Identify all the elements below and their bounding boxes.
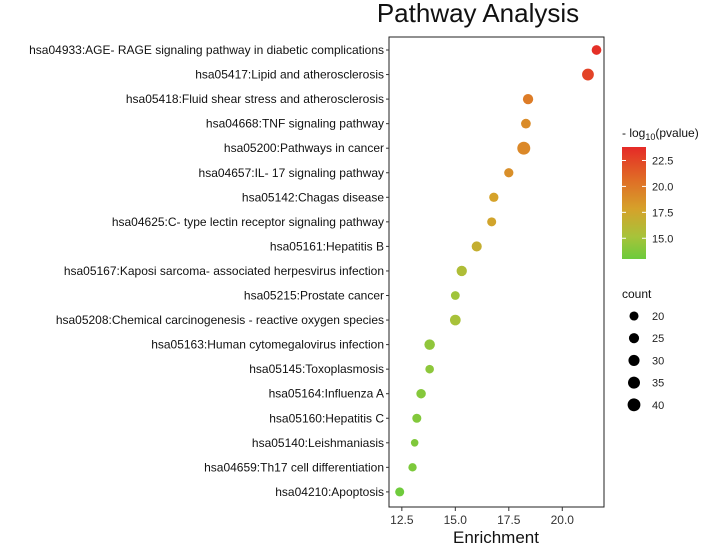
data-point	[416, 388, 426, 399]
x-tick-label: 12.5	[390, 513, 414, 527]
chart-title: Pathway Analysis	[377, 0, 579, 28]
data-point	[591, 45, 602, 55]
color-legend-bar	[622, 147, 646, 259]
size-legend-label: 30	[652, 355, 664, 367]
data-point	[450, 291, 460, 300]
data-point	[395, 487, 405, 497]
size-legend: count 20 25 30 35 40	[622, 287, 664, 412]
pathway-label: hsa05215:Prostate cancer	[244, 289, 384, 303]
data-point	[471, 241, 482, 252]
size-legend-label: 40	[652, 400, 664, 412]
size-legend-dot	[628, 376, 640, 389]
color-legend-label: 15.0	[652, 233, 673, 245]
data-point	[487, 217, 497, 227]
size-legend-dot	[627, 398, 641, 412]
data-point	[410, 439, 419, 447]
size-legend-label: 20	[652, 311, 664, 323]
data-point	[424, 339, 435, 350]
pathway-label: hsa05140:Leishmaniasis	[252, 436, 384, 450]
pathway-label: hsa04668:TNF signaling pathway	[206, 117, 384, 131]
data-point	[517, 141, 531, 155]
y-axis-labels: hsa04933:AGE- RAGE signaling pathway in …	[29, 43, 384, 499]
pathway-label: hsa04659:Th17 cell differentiation	[204, 460, 384, 474]
color-legend-label: 17.5	[652, 207, 673, 219]
color-legend-label: 20.0	[652, 181, 673, 193]
data-points	[395, 45, 602, 497]
pathway-label: hsa05208:Chemical carcinogenesis - react…	[56, 313, 384, 327]
pathway-label: hsa05160:Hepatitis C	[269, 411, 384, 425]
size-legend-dot	[628, 354, 640, 366]
pathway-label: hsa04933:AGE- RAGE signaling pathway in …	[29, 43, 384, 57]
x-tick-label: 17.5	[497, 513, 521, 527]
size-legend-title: count	[622, 287, 652, 301]
pathway-label: hsa05161:Hepatitis B	[270, 239, 384, 253]
pathway-label: hsa05164:Influenza A	[269, 387, 384, 401]
pathway-label: hsa04625:C- type lectin receptor signali…	[112, 215, 384, 229]
data-point	[489, 192, 499, 202]
x-axis-title: Enrichment	[453, 528, 539, 547]
pathway-label: hsa05200:Pathways in cancer	[224, 141, 384, 155]
y-axis-ticks	[386, 49, 389, 493]
data-point	[456, 265, 467, 277]
pathway-label: hsa05418:Fluid shear stress and atherosc…	[126, 92, 384, 106]
pathway-label: hsa04210:Apoptosis	[275, 485, 384, 499]
color-legend-label: 22.5	[652, 155, 673, 167]
data-point	[449, 314, 461, 326]
pathway-label: hsa05167:Kaposi sarcoma- associated herp…	[64, 264, 384, 278]
pathway-label: hsa04657:IL- 17 signaling pathway	[199, 166, 384, 180]
pathway-label: hsa05163:Human cytomegalovirus infection	[151, 338, 384, 352]
data-point	[412, 413, 422, 423]
data-point	[425, 364, 434, 374]
data-point	[504, 168, 514, 178]
color-legend-title: - log10(pvalue)	[622, 126, 699, 142]
x-tick-label: 15.0	[444, 513, 468, 527]
size-legend-label: 25	[652, 333, 664, 345]
pathway-label: hsa05417:Lipid and atherosclerosis	[195, 68, 384, 82]
color-legend: - log10(pvalue) 22.5 20.0 17.5 15.0	[622, 126, 699, 259]
pathway-label: hsa05142:Chagas disease	[242, 190, 384, 204]
plot-panel	[388, 36, 605, 508]
x-tick-label: 20.0	[551, 513, 575, 527]
pathway-label: hsa05145:Toxoplasmosis	[249, 362, 384, 376]
data-point	[522, 93, 534, 105]
data-point	[521, 118, 531, 129]
size-legend-dot	[628, 333, 640, 344]
data-point	[582, 68, 594, 81]
x-axis-ticks: 12.5 15.0 17.5 20.0	[390, 507, 574, 527]
size-legend-dot	[629, 311, 639, 321]
data-point	[408, 463, 417, 472]
size-legend-label: 35	[652, 378, 664, 390]
